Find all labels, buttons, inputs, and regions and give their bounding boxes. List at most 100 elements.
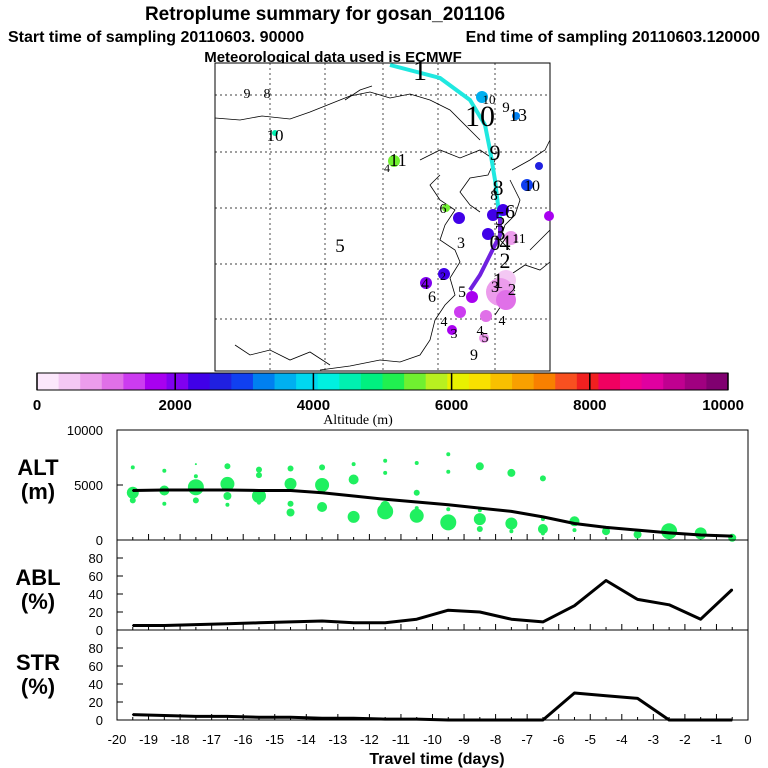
colorbar-swatch — [360, 373, 383, 390]
alt-scatter-point — [667, 534, 672, 539]
alt-scatter-point — [409, 508, 424, 523]
alt-scatter-point — [225, 502, 230, 507]
alt-scatter-point — [383, 470, 388, 475]
alt-scatter-point — [130, 465, 135, 470]
alt-scatter-point — [162, 501, 167, 506]
colorbar-tick-label: 2000 — [159, 397, 192, 414]
data-point — [258, 716, 260, 719]
data-point — [699, 719, 702, 721]
alt-scatter-point — [537, 524, 548, 534]
plume-label: 13 — [509, 105, 527, 125]
plume-dot — [453, 212, 465, 224]
y-tick-label: 0 — [96, 713, 103, 728]
trajectory-track-lower — [468, 218, 502, 292]
alt-scatter-point — [473, 513, 486, 526]
data-point — [605, 526, 607, 529]
alt-scatter-point — [602, 527, 611, 536]
plume-label: 5 — [482, 331, 489, 346]
colorbar-swatch — [490, 373, 513, 390]
data-point — [289, 621, 292, 623]
alt-scatter-point — [287, 465, 294, 472]
panel-frame — [116, 539, 749, 631]
data-point — [479, 719, 481, 721]
y-tick-label: 60 — [89, 569, 103, 584]
colorbar-swatch — [425, 373, 448, 390]
alt-scatter-point — [633, 530, 642, 539]
plume-label: 10 — [483, 92, 496, 107]
plume-dot — [482, 228, 494, 240]
track-label: 3 — [495, 220, 506, 245]
alt-scatter-point — [223, 492, 232, 500]
met-data-text: Meteorological data used is ECMWF — [204, 49, 462, 66]
colorbar-swatch — [620, 373, 643, 390]
colorbar-swatch — [296, 373, 319, 390]
plume-dot — [512, 112, 520, 120]
figure-title: Retroplume summary for gosan_201106 — [145, 4, 505, 25]
colorbar-swatch — [576, 373, 599, 390]
x-tick-label: -1 — [711, 732, 723, 747]
track-label: 0 — [490, 230, 501, 255]
alt-scatter-point — [194, 463, 197, 466]
plume-dot — [454, 306, 466, 318]
data-point — [447, 719, 450, 721]
data-point — [226, 715, 229, 718]
data-point — [605, 694, 607, 697]
data-point — [131, 489, 134, 492]
colorbar-tick-label: 4000 — [297, 397, 330, 414]
alt-scatter-point — [509, 529, 514, 534]
colorbar-swatch — [404, 373, 427, 390]
track-label: 1 — [413, 56, 427, 87]
sampling-end-text: End time of sampling 20110603.120000 — [466, 29, 760, 46]
plume-label: 9 — [470, 347, 478, 364]
data-point — [131, 624, 134, 627]
alt-scatter-point — [286, 508, 295, 517]
data-point — [352, 717, 355, 719]
plume-label: 6 — [440, 202, 447, 217]
data-point — [510, 618, 513, 620]
alt-scatter-point — [284, 477, 297, 490]
y-tick-label: 60 — [89, 659, 103, 674]
plume-label: 10 — [524, 178, 540, 195]
plume-dot — [447, 325, 457, 335]
data-point — [258, 622, 260, 624]
data-point — [384, 622, 386, 624]
plume-label: 3 — [457, 235, 465, 252]
alt-scatter-point — [162, 468, 167, 473]
alt-scatter-point — [476, 526, 483, 532]
alt-scatter-point — [224, 463, 231, 470]
plume-label: 4 — [421, 276, 429, 293]
colorbar-swatch — [641, 373, 664, 390]
data-point — [289, 716, 292, 719]
colorbar-swatch — [209, 373, 232, 390]
plume-dot — [476, 91, 488, 103]
alt-scatter-point — [377, 503, 394, 520]
data-point — [542, 516, 544, 518]
panel-alt: 0 5000 10000 ALT(m) — [17, 423, 749, 548]
panel-abl: 0 20 40 60 80 ABL(%) — [15, 539, 749, 638]
track-label: 4 — [500, 230, 511, 255]
y-tick-label: 80 — [89, 641, 103, 656]
x-tick-label: -3 — [648, 732, 660, 747]
plume-dot — [388, 155, 400, 167]
y-tick-label: 0 — [96, 533, 103, 548]
data-point — [542, 621, 544, 623]
plume-dot — [544, 211, 554, 221]
data-point — [321, 717, 323, 719]
plume-label: 2 — [508, 280, 517, 299]
colorbar-swatch — [447, 373, 470, 390]
x-tick-label: -9 — [458, 732, 470, 747]
colorbar-swatch — [339, 373, 362, 390]
plume-dots — [272, 91, 554, 343]
alt-scatter-point — [192, 497, 199, 504]
plume-dot — [521, 179, 533, 191]
colorbar-tick-label: 10000 — [702, 397, 744, 414]
data-point — [195, 623, 197, 626]
plume-dot — [504, 231, 518, 245]
data-point — [447, 609, 450, 611]
plume-dot — [496, 290, 516, 310]
x-tick-label: -20 — [108, 732, 127, 747]
y-tick-label: 40 — [89, 587, 103, 602]
data-point — [163, 714, 166, 717]
